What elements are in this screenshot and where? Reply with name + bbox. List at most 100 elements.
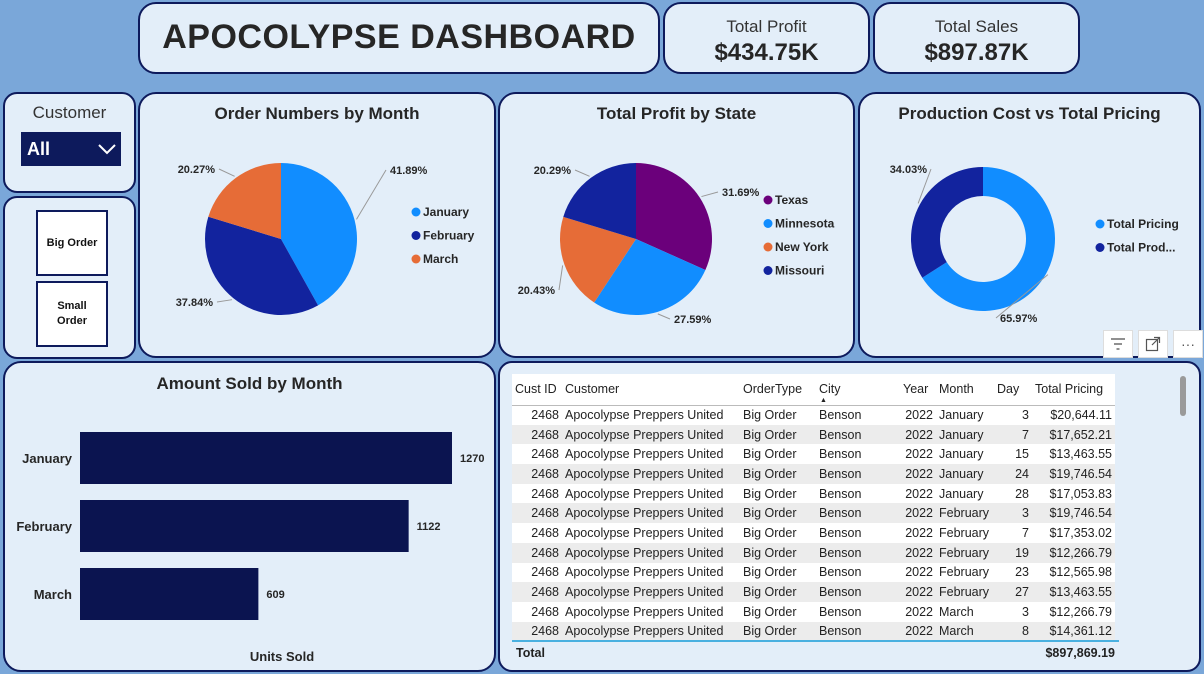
table-cell: Apocolypse Preppers United: [562, 503, 740, 524]
customer-dropdown[interactable]: All: [21, 132, 121, 166]
column-header[interactable]: OrderType: [740, 374, 816, 405]
leader-line: [657, 313, 671, 320]
pie-slice-march[interactable]: [208, 163, 281, 239]
more-options-button[interactable]: ···: [1173, 330, 1203, 358]
pie-slice-missouri[interactable]: [563, 163, 636, 239]
small-order-button[interactable]: Small Order: [36, 281, 108, 347]
pie-slice-january[interactable]: [281, 163, 358, 306]
filter-icon: [1111, 338, 1125, 350]
legend-marker: [1095, 219, 1105, 229]
table-cell: 3: [994, 405, 1032, 425]
table-cell: $13,463.55: [1032, 444, 1115, 465]
pie-slice-texas[interactable]: [636, 163, 712, 271]
leader-line: [574, 169, 590, 177]
orders-table-card: Cust ID Customer OrderType City ▲ Year Month Da…: [498, 361, 1201, 672]
table-cell: 2468: [512, 523, 562, 543]
legend-item[interactable]: Missouri: [775, 264, 824, 278]
profit-by-state-chart: Total Profit by State 31.69% 27.59% 20.43%…: [498, 92, 855, 358]
column-header[interactable]: Year: [900, 374, 936, 405]
legend-item[interactable]: March: [423, 252, 458, 266]
data-label: 31.69%: [722, 187, 760, 199]
table-cell: $12,266.79: [1032, 601, 1115, 622]
table-row[interactable]: 2468 Apocolypse Preppers United Big Order B…: [512, 464, 1115, 484]
table-cell: Big Order: [740, 601, 816, 622]
table-row[interactable]: 2468 Apocolypse Preppers United Big Order B…: [512, 444, 1115, 465]
legend-item[interactable]: February: [423, 229, 475, 243]
table-cell: Benson: [816, 523, 900, 543]
table-cell: January: [936, 405, 994, 425]
orders-pie-svg: 41.89% 37.84% 20.27% January February March: [176, 163, 475, 316]
total-label: Total: [516, 646, 545, 660]
scrollbar-thumb[interactable]: [1180, 376, 1186, 416]
big-order-button[interactable]: Big Order: [36, 210, 108, 276]
column-header[interactable]: Customer: [562, 374, 740, 405]
column-header[interactable]: Cust ID: [512, 374, 562, 405]
pie-slice-new-york[interactable]: [560, 216, 636, 303]
legend-item[interactable]: Minnesota: [775, 217, 835, 231]
legend-item[interactable]: Texas: [775, 193, 808, 207]
profit-pie-svg: 31.69% 27.59% 20.43% 20.29% Texas Minnesota Ne…: [518, 163, 835, 326]
column-header[interactable]: Total Pricing: [1032, 374, 1115, 405]
table-cell: January: [936, 464, 994, 484]
pie-slice-minnesota[interactable]: [594, 239, 706, 315]
table-body: 2468 Apocolypse Preppers United Big Order B…: [512, 405, 1115, 642]
table-row[interactable]: 2468 Apocolypse Preppers United Big Order B…: [512, 601, 1115, 622]
column-header[interactable]: Day: [994, 374, 1032, 405]
table-cell: $17,053.83: [1032, 483, 1115, 504]
table-cell: Benson: [816, 503, 900, 524]
table-row[interactable]: 2468 Apocolypse Preppers United Big Order B…: [512, 405, 1115, 425]
table-cell: February: [936, 523, 994, 543]
table-row[interactable]: 2468 Apocolypse Preppers United Big Order B…: [512, 562, 1115, 583]
table-row[interactable]: 2468 Apocolypse Preppers United Big Order B…: [512, 483, 1115, 504]
table-cell: Benson: [816, 542, 900, 563]
table-row[interactable]: 2468 Apocolypse Preppers United Big Order B…: [512, 424, 1115, 445]
bar-february[interactable]: [80, 500, 409, 552]
table-row[interactable]: 2468 Apocolypse Preppers United Big Order B…: [512, 542, 1115, 563]
table-row[interactable]: 2468 Apocolypse Preppers United Big Order B…: [512, 523, 1115, 543]
table-cell: 23: [994, 562, 1032, 583]
customer-slicer-title: Customer: [32, 103, 107, 122]
table-header-row: Cust ID Customer OrderType City ▲ Year Month Da…: [512, 374, 1115, 405]
legend-item[interactable]: Total Prod...: [1107, 241, 1175, 255]
table-cell: 2022: [900, 483, 936, 504]
table-cell: Big Order: [740, 424, 816, 445]
table-row[interactable]: 2468 Apocolypse Preppers United Big Order B…: [512, 503, 1115, 524]
table-scrollbar[interactable]: [1179, 374, 1187, 636]
pie-slice-february[interactable]: [204, 216, 319, 316]
legend-item[interactable]: New York: [775, 240, 829, 254]
table-row[interactable]: 2468 Apocolypse Preppers United Big Order B…: [512, 582, 1115, 602]
table-cell: Big Order: [740, 562, 816, 583]
table-cell: Big Order: [740, 444, 816, 465]
title-card: APOCOLYPSE DASHBOARD: [138, 2, 660, 74]
chart-title: Order Numbers by Month: [214, 104, 420, 123]
column-header[interactable]: Month: [936, 374, 994, 405]
filter-button[interactable]: [1103, 330, 1133, 358]
table-cell: 2468: [512, 621, 562, 642]
column-header[interactable]: City ▲: [816, 374, 900, 405]
table-cell: January: [936, 483, 994, 504]
data-label: 41.89%: [390, 165, 428, 177]
bar-march[interactable]: [80, 568, 259, 620]
small-order-label: Small Order: [57, 299, 87, 329]
legend-item[interactable]: January: [423, 205, 469, 219]
total-profit-label: Total Profit: [726, 17, 807, 36]
bar-january[interactable]: [80, 432, 452, 484]
table-cell: 2022: [900, 405, 936, 425]
table-cell: 2022: [900, 621, 936, 642]
focus-mode-button[interactable]: [1138, 330, 1168, 358]
table-cell: Apocolypse Preppers United: [562, 444, 740, 465]
legend-item[interactable]: Total Pricing: [1107, 217, 1179, 231]
legend-marker: [763, 195, 773, 205]
table-cell: February: [936, 562, 994, 583]
table-cell: 28: [994, 483, 1032, 504]
table-cell: Apocolypse Preppers United: [562, 424, 740, 445]
table-cell: Benson: [816, 601, 900, 622]
table-cell: February: [936, 503, 994, 524]
pie-slice-total-prod-[interactable]: [911, 167, 983, 278]
table-cell: 2468: [512, 503, 562, 524]
table-cell: 2022: [900, 542, 936, 563]
legend-marker: [411, 231, 421, 240]
table-cell: 2022: [900, 582, 936, 602]
pie-slice-total-pricing[interactable]: [922, 167, 1055, 311]
table-row[interactable]: 2468 Apocolypse Preppers United Big Order B…: [512, 621, 1115, 642]
